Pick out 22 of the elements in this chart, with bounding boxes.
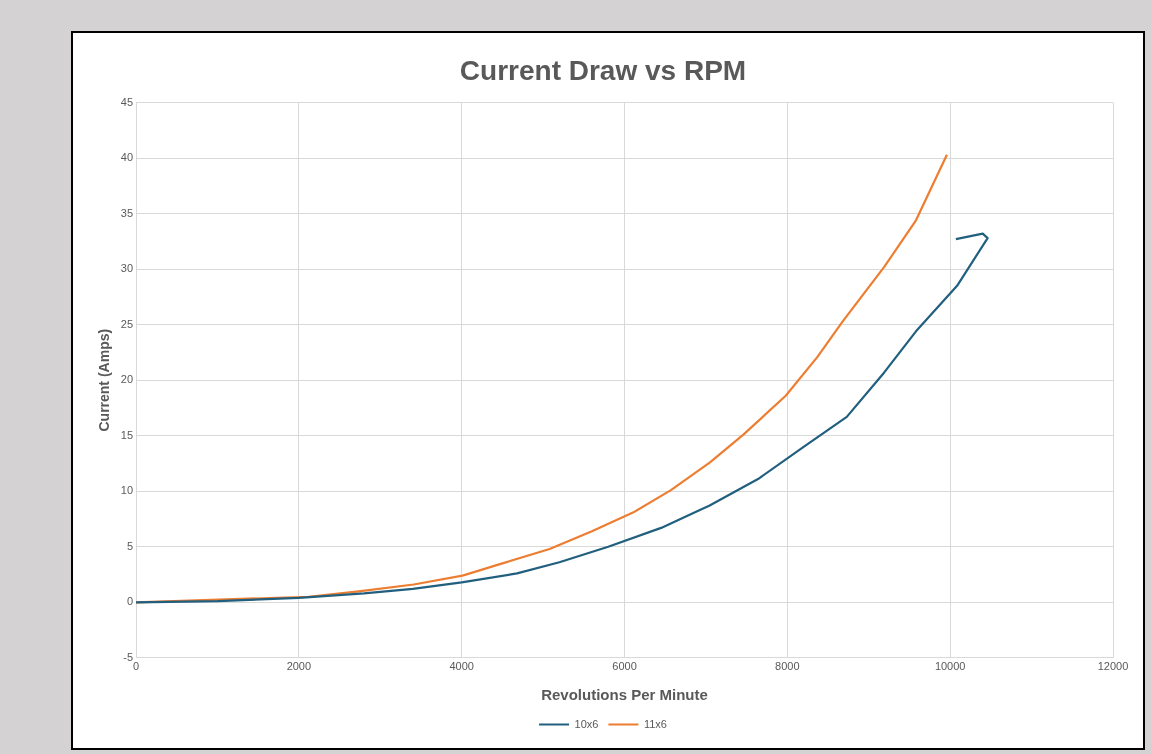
y-tick-label: 40 (120, 151, 134, 164)
x-tick-label: 10000 (934, 660, 966, 673)
y-tick-label: 35 (120, 206, 134, 219)
y-tick-label: 15 (120, 428, 134, 441)
y-tick-label: 25 (120, 317, 134, 330)
y-tick-label: 10 (120, 484, 134, 497)
legend-label: 10x6 (574, 717, 599, 730)
x-tick-label: 8000 (775, 660, 800, 673)
legend-label: 11x6 (643, 717, 667, 730)
chart-title: Current Draw vs RPM (459, 54, 747, 86)
x-axis-title: Revolutions Per Minute (541, 686, 708, 704)
x-tick-label: 12000 (1097, 660, 1129, 673)
x-tick-label: 4000 (449, 660, 474, 673)
x-tick-label: 6000 (612, 660, 637, 673)
y-tick-label: 0 (126, 595, 134, 608)
y-tick-label: 45 (120, 95, 134, 108)
y-axis-title: Current (Amps) (96, 328, 113, 432)
x-tick-label: 2000 (286, 660, 312, 673)
y-tick-label: 5 (126, 539, 134, 552)
y-tick-label: 30 (120, 262, 134, 275)
y-tick-label: 20 (120, 373, 134, 386)
y-tick-label: -5 (123, 650, 134, 663)
